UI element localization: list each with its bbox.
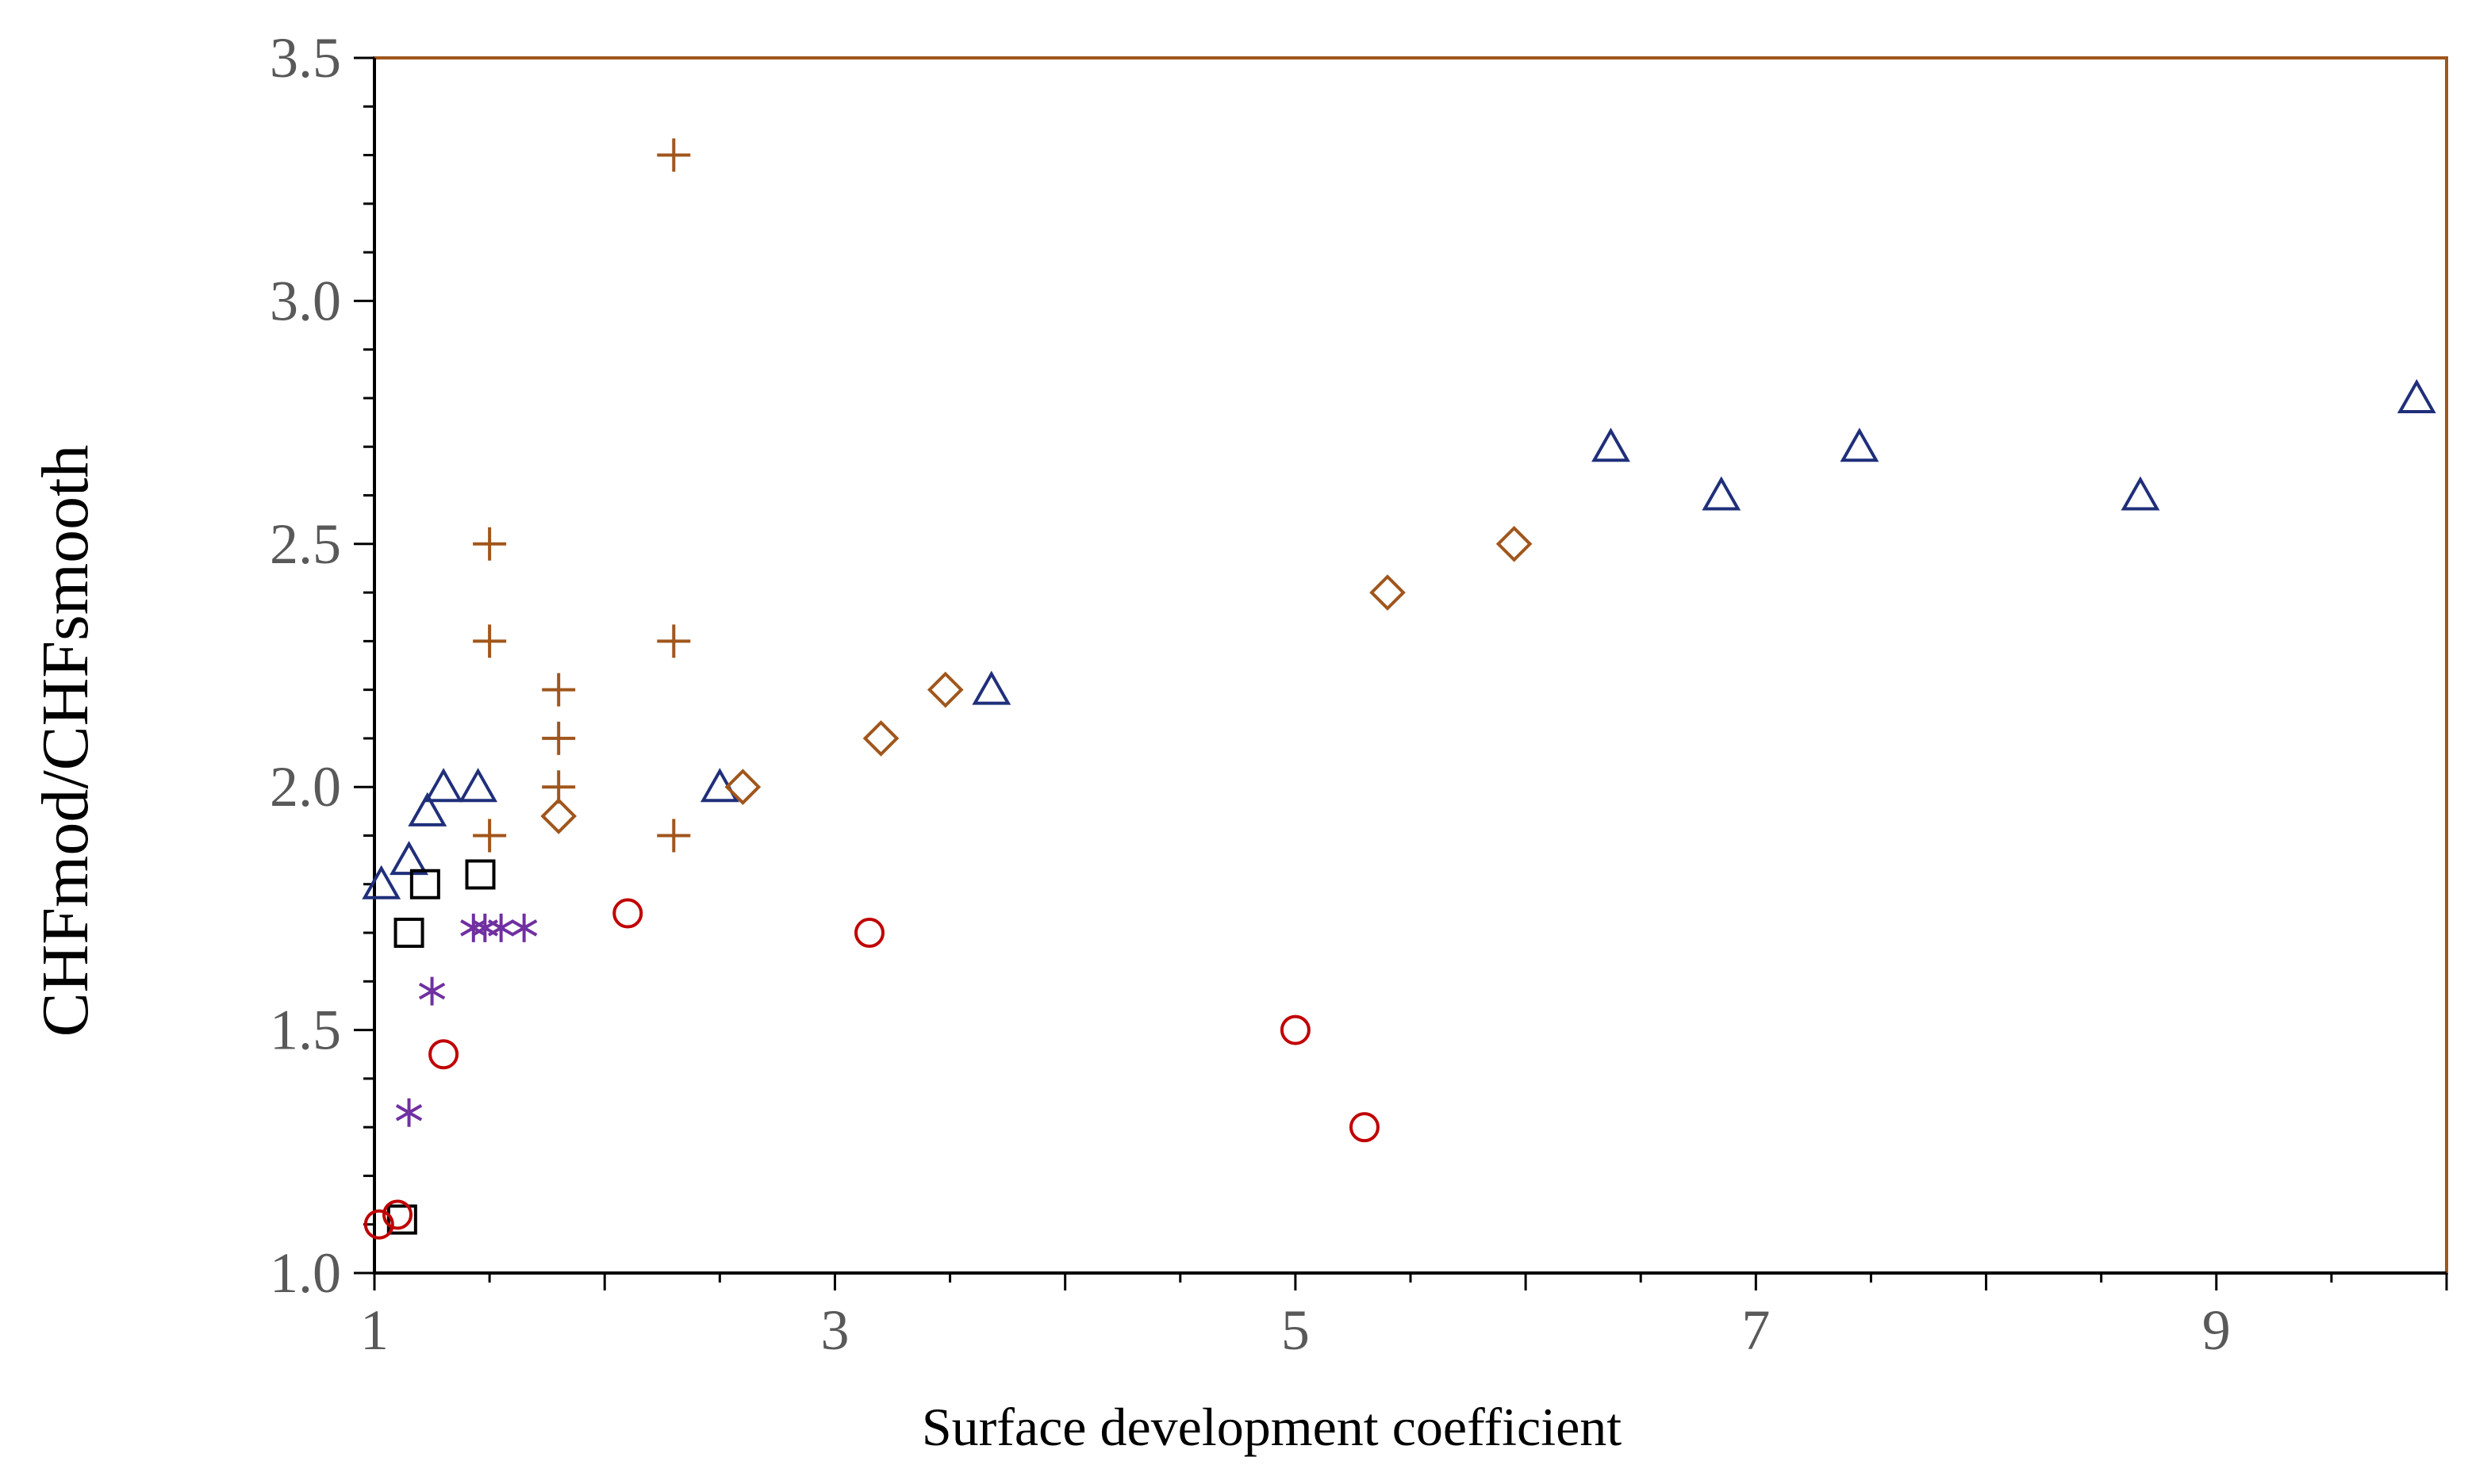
plus-point (657, 819, 691, 853)
triangle-point (700, 768, 739, 803)
series-square (386, 859, 496, 1235)
series-diamond (540, 525, 1533, 834)
tick-labels: 1.0 1.5 2.0 2.5 3.0 3.5 1 3 5 7 9 (270, 26, 2231, 1362)
data-points (362, 138, 2436, 1240)
triangle-point (362, 865, 401, 899)
diamond-point (1369, 574, 1406, 611)
circle-point (363, 1209, 394, 1240)
square-point (393, 918, 424, 949)
triangle-point (2121, 476, 2160, 511)
plus-point (542, 721, 576, 755)
x-tick-label: 1 (360, 1298, 389, 1362)
circle-point (428, 1039, 459, 1070)
series-circle (363, 898, 1380, 1240)
y-tick-label: 2.5 (270, 512, 341, 576)
y-tick-label: 3.0 (270, 269, 341, 332)
diamond-point (724, 769, 762, 806)
plus-point (473, 624, 507, 658)
triangle-point (972, 670, 1011, 705)
triangle-point (408, 792, 447, 826)
axes (354, 56, 2448, 1290)
y-tick-label: 1.5 (270, 999, 341, 1062)
circle-point (854, 918, 885, 949)
asterisk-point (510, 913, 538, 942)
x-tick-label: 7 (1741, 1298, 1770, 1362)
plus-point (542, 673, 576, 707)
plus-point (473, 819, 507, 853)
diamond-point (1495, 525, 1533, 562)
square-point (465, 859, 496, 890)
asterisk-point (460, 913, 487, 942)
series-plus (473, 138, 691, 853)
square-point (409, 869, 440, 899)
triangle-point (1591, 428, 1630, 462)
x-tick-label: 5 (1281, 1298, 1310, 1362)
y-tick-label: 1.0 (270, 1241, 341, 1305)
triangle-point (424, 768, 463, 803)
plus-point (657, 138, 691, 172)
triangle-point (1702, 476, 1741, 511)
circle-point (382, 1199, 413, 1230)
circle-point (1280, 1014, 1311, 1045)
series-triangle (362, 378, 2436, 899)
asterisk-point (395, 1098, 423, 1127)
x-tick-label: 9 (2202, 1298, 2231, 1362)
square-point (386, 1204, 417, 1235)
series-asterisk (395, 913, 538, 1127)
triangle-point (2397, 378, 2436, 413)
triangle-point (459, 768, 498, 803)
y-tick-label: 3.5 (270, 26, 341, 90)
y-tick-label: 2.0 (270, 755, 341, 819)
y-axis-title: CHFmod/CHFsmooth (29, 445, 102, 1037)
diamond-point (862, 720, 900, 757)
diamond-point (540, 798, 578, 834)
plot-area-frame (373, 56, 2448, 1275)
circle-point (612, 898, 643, 929)
plus-point (473, 527, 507, 561)
diamond-point (927, 671, 964, 708)
x-axis-title: Surface development coefficient (922, 1397, 1622, 1457)
x-tick-label: 3 (820, 1298, 849, 1362)
asterisk-point (418, 976, 446, 1006)
circle-point (1349, 1112, 1380, 1143)
triangle-point (1840, 428, 1879, 462)
asterisk-point (487, 913, 515, 942)
plus-point (657, 624, 691, 658)
triangle-point (390, 841, 428, 876)
